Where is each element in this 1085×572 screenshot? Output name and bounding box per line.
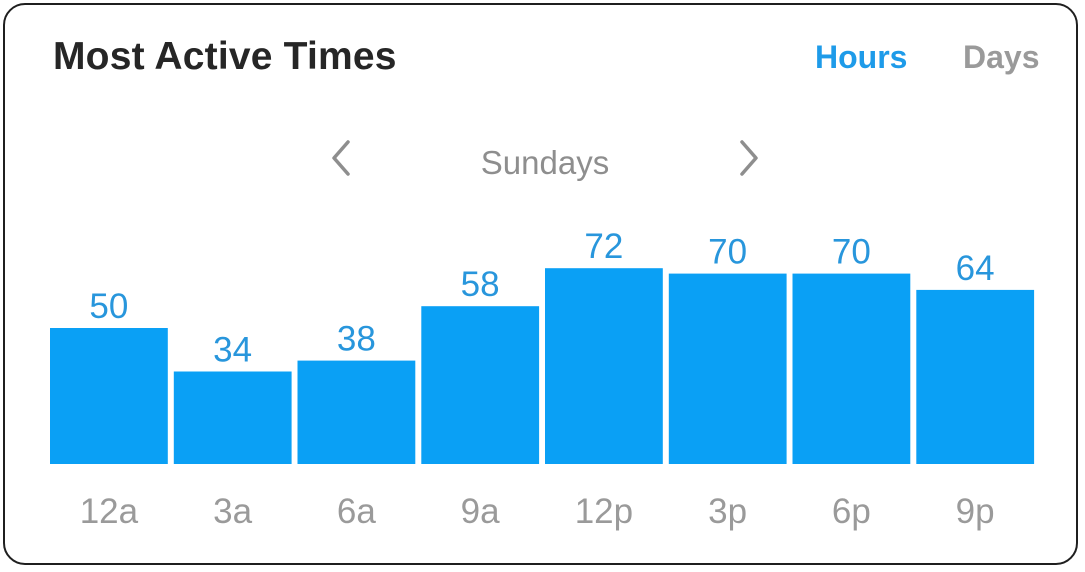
period-label: Sundays — [480, 144, 610, 181]
bar-6a — [297, 360, 416, 464]
bar-value-label: 70 — [708, 233, 747, 272]
x-tick-label: 9p — [956, 492, 995, 531]
card-title: Most Active Times — [53, 35, 397, 78]
x-tick-label: 3p — [708, 492, 747, 531]
bar-9a — [421, 306, 540, 464]
chevron-left-icon — [332, 140, 350, 176]
bar-3a — [173, 371, 292, 464]
next-period-button[interactable] — [728, 136, 768, 180]
bar-value-label: 58 — [461, 265, 500, 304]
bar-value-label: 34 — [213, 331, 252, 370]
hours-toggle[interactable]: Hours — [815, 39, 908, 75]
x-tick-label: 3a — [213, 492, 252, 531]
x-tick-label: 9a — [461, 492, 500, 531]
bar-9p — [916, 289, 1035, 464]
bar-value-label: 38 — [337, 320, 376, 359]
days-toggle[interactable]: Days — [963, 39, 1040, 75]
bar-value-label: 50 — [89, 287, 128, 326]
bar-12a — [50, 328, 168, 464]
bar-value-label: 64 — [956, 249, 995, 288]
chevron-right-icon — [740, 140, 758, 176]
bar-6p — [792, 273, 911, 464]
bar-12p — [545, 268, 663, 464]
bar-3p — [668, 273, 787, 464]
x-tick-label: 12p — [575, 492, 633, 531]
x-tick-label: 6a — [337, 492, 376, 531]
x-tick-label: 12a — [80, 492, 139, 531]
x-tick-label: 6p — [832, 492, 871, 531]
bar-value-label: 72 — [584, 227, 623, 266]
previous-period-button[interactable] — [322, 136, 362, 180]
bar-value-label: 70 — [832, 233, 871, 272]
